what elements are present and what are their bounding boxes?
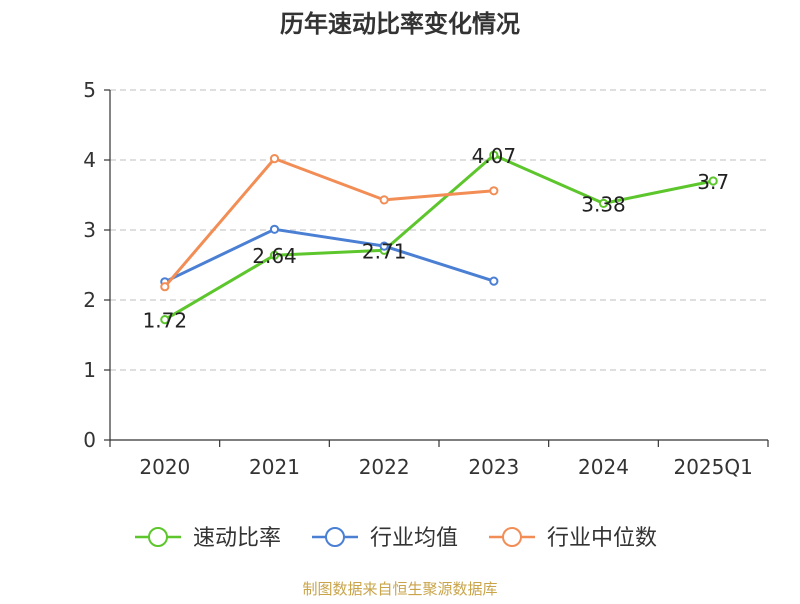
y-tick-label: 2 (83, 288, 96, 312)
x-tick-label: 2021 (249, 455, 300, 479)
legend: 速动比率 行业均值 行业中位数 (135, 526, 657, 551)
x-tick-label: 2020 (139, 455, 190, 479)
source-note: 制图数据来自恒生聚源数据库 (302, 580, 497, 598)
data-point (269, 154, 280, 164)
series-line-2 (163, 227, 496, 284)
legend-label: 行业中位数 (547, 526, 657, 551)
legend-label: 速动比率 (193, 526, 281, 551)
data-labels-group: 1.72 2.64 2.71 4.07 3.38 3.7 (143, 144, 730, 333)
legend-item-3: 行业中位数 (489, 526, 657, 551)
grid-lines (110, 89, 768, 371)
series-group (160, 150, 718, 325)
data-point (269, 250, 280, 260)
data-point (379, 195, 389, 205)
y-tick-label: 0 (83, 428, 96, 452)
data-point (269, 224, 280, 234)
data-label: 3.7 (697, 170, 729, 194)
y-tick-label: 4 (83, 148, 96, 172)
data-label: 1.72 (143, 309, 188, 333)
data-label: 3.38 (581, 192, 626, 216)
x-tick-label: 2023 (468, 455, 519, 479)
legend-item-1: 速动比率 (135, 526, 281, 551)
data-label: 4.07 (472, 144, 517, 168)
data-label: 2.71 (362, 239, 407, 263)
data-point (489, 276, 499, 286)
series-line-1 (163, 153, 715, 322)
data-point (160, 282, 170, 292)
data-point (379, 241, 389, 251)
legend-item-2: 行业均值 (312, 526, 458, 551)
data-point (708, 176, 718, 186)
series-line-3 (163, 157, 496, 289)
x-tick-label: 2022 (359, 455, 410, 479)
legend-label: 行业均值 (370, 526, 458, 551)
data-point (160, 315, 170, 325)
y-tick-label: 5 (83, 78, 96, 102)
y-tick-label: 1 (83, 358, 96, 382)
axes: 0 1 2 3 4 5 2020 2021 2022 2023 2024 2025Q1 (83, 78, 769, 479)
legend-marker-icon (325, 527, 345, 547)
data-point (598, 198, 609, 208)
legend-marker-icon (502, 527, 522, 547)
x-tick-label: 2024 (578, 455, 629, 479)
chart-title: 历年速动比率变化情况 (280, 10, 520, 38)
y-tick-label: 3 (83, 218, 96, 242)
data-label: 2.64 (252, 244, 297, 268)
legend-marker-icon (148, 527, 168, 547)
data-point (489, 186, 499, 196)
data-point (489, 150, 499, 160)
x-tick-label: 2025Q1 (673, 455, 752, 479)
